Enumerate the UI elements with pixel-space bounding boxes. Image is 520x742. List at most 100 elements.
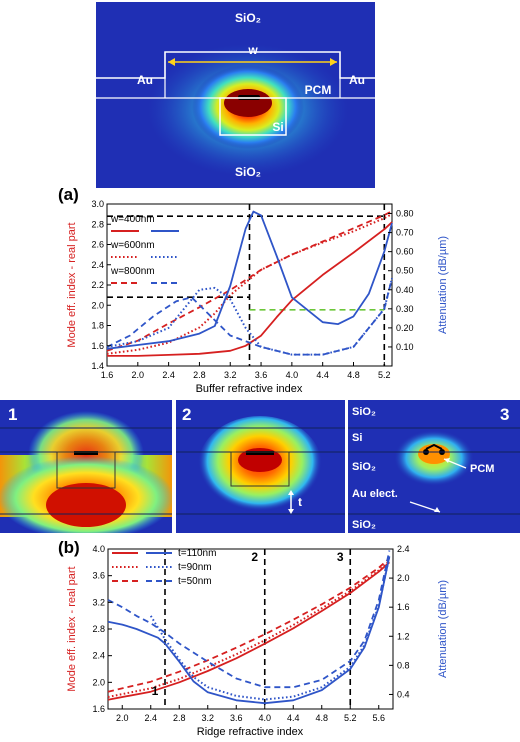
y-right-tick-label: 0.30 <box>396 304 414 314</box>
y-right-tick-label: 2.0 <box>397 573 410 583</box>
y-left-tick-label: 1.6 <box>92 704 105 714</box>
w-label: w <box>247 43 258 57</box>
field-3-pcm-label: PCM <box>470 463 494 475</box>
chart-a-ylabel-left: Mode eff. index - real part <box>66 222 78 347</box>
sio2-top-label: SiO₂ <box>235 11 261 25</box>
legend-label: t=110nm <box>178 548 216 559</box>
eff-index-solid-series <box>107 221 393 357</box>
y-right-tick-label: 0.20 <box>396 323 414 333</box>
y-right-tick-label: 0.50 <box>396 266 414 276</box>
chart-a-panel-label: (a) <box>58 185 79 204</box>
x-tick-label: 3.6 <box>230 713 243 723</box>
attenuation-dotted-series <box>106 278 393 356</box>
y-right-tick-label: 0.8 <box>397 660 410 670</box>
legend-label: t=50nm <box>178 576 212 587</box>
marker-label: 2 <box>251 550 258 564</box>
y-right-tick-label: 1.2 <box>397 631 410 641</box>
marker-label: 1 <box>152 684 159 698</box>
x-tick-label: 5.6 <box>372 713 385 723</box>
legend-label: w=400nm <box>110 214 155 225</box>
pcm-label: PCM <box>305 83 332 97</box>
x-tick-label: 1.6 <box>101 370 114 380</box>
x-tick-label: 3.2 <box>224 370 237 380</box>
y-right-tick-label: 0.40 <box>396 285 414 295</box>
y-right-tick-label: 0.70 <box>396 228 414 238</box>
attenuation-dashed-series <box>107 550 391 689</box>
y-right-tick-label: 0.60 <box>396 247 414 257</box>
x-tick-label: 2.0 <box>116 713 129 723</box>
chart-b-ylabel-left: Mode eff. index - real part <box>66 566 78 691</box>
y-left-tick-label: 3.2 <box>92 597 105 607</box>
x-tick-label: 2.0 <box>132 370 145 380</box>
cross-section-panel: SiO₂ w Au Au PCM Si SiO₂ <box>96 2 375 188</box>
x-tick-label: 2.8 <box>173 713 186 723</box>
chart-b: (b) 1 2 3 2.0 2.4 2.8 3.2 3.6 4.0 4.4 4.8 5.2 5.6 1… <box>58 538 449 738</box>
field-3-number: 3 <box>500 405 509 424</box>
y-right-tick-label: 1.6 <box>397 602 410 612</box>
y-right-tick-label: 0.80 <box>396 209 414 219</box>
legend-label: w=600nm <box>110 240 155 251</box>
attenuation-dotted-series <box>149 556 391 701</box>
x-tick-label: 2.4 <box>144 713 157 723</box>
chart-a-xlabel: Buffer refractive index <box>196 383 303 395</box>
field-3-sio2-bottom: SiO₂ <box>352 519 376 531</box>
y-left-tick-label: 2.4 <box>92 651 105 661</box>
y-left-tick-label: 2.4 <box>91 260 104 270</box>
field-3-sio2-mid: SiO₂ <box>352 461 376 473</box>
y-left-tick-label: 2.8 <box>91 219 104 229</box>
attenuation-solid-series <box>107 556 391 705</box>
si-ridge-outline <box>219 97 287 136</box>
au-left-label: Au <box>137 73 153 87</box>
x-tick-label: 4.8 <box>315 713 328 723</box>
field-3-si-label: Si <box>352 432 362 444</box>
field-3-sio2-top: SiO₂ <box>352 406 376 418</box>
field-panel-3: SiO₂ 3 Si SiO₂ PCM Au elect. SiO₂ <box>348 400 520 533</box>
y-left-tick-label: 2.0 <box>91 300 104 310</box>
y-left-tick-label: 3.0 <box>91 199 104 209</box>
au-right-label: Au <box>349 73 365 87</box>
x-tick-label: 3.6 <box>255 370 268 380</box>
y-left-tick-label: 2.2 <box>91 280 104 290</box>
eff-index-dashed-series <box>106 210 393 352</box>
x-tick-label: 4.0 <box>286 370 299 380</box>
chart-b-ylabel-right: Attenuation (dB/µm) <box>437 580 449 678</box>
au-electrode-outline <box>96 51 375 79</box>
field-2-number: 2 <box>182 405 191 424</box>
chart-b-xlabel: Ridge refractive index <box>197 726 304 738</box>
x-tick-label: 4.8 <box>347 370 360 380</box>
field-panel-1: 1 <box>0 400 172 533</box>
chart-a-ylabel-right: Attenuation (dB/µm) <box>437 236 449 334</box>
y-right-tick-label: 0.4 <box>397 689 410 699</box>
y-right-tick-label: 2.4 <box>397 544 410 554</box>
x-tick-label: 5.2 <box>344 713 357 723</box>
chart-b-panel-label: (b) <box>58 538 80 557</box>
y-left-tick-label: 1.4 <box>91 361 104 371</box>
eff-index-dashed-series <box>107 557 390 693</box>
field-1-number: 1 <box>8 405 17 424</box>
y-left-tick-label: 2.8 <box>92 624 105 634</box>
x-tick-label: 4.0 <box>258 713 271 723</box>
y-right-tick-label: 0.10 <box>396 342 414 352</box>
x-tick-label: 5.2 <box>378 370 391 380</box>
y-left-tick-label: 3.6 <box>92 571 105 581</box>
attenuation-dashed-series <box>106 278 393 356</box>
y-left-tick-label: 2.6 <box>91 240 104 250</box>
sio2-bottom-label: SiO₂ <box>235 165 261 179</box>
t-label: t <box>298 495 302 509</box>
attenuation-solid-series <box>106 210 393 350</box>
eff-index-solid-series <box>107 561 390 701</box>
x-tick-label: 4.4 <box>316 370 329 380</box>
y-left-tick-label: 1.8 <box>91 321 104 331</box>
field-panel-2: 2 t <box>176 400 345 533</box>
y-left-tick-label: 1.6 <box>91 341 104 351</box>
eff-index-dotted-series <box>106 213 393 355</box>
x-tick-label: 4.4 <box>287 713 300 723</box>
legend-label: w=800nm <box>110 266 155 277</box>
field-3-au-label: Au elect. <box>352 488 398 500</box>
y-left-tick-label: 2.0 <box>92 677 105 687</box>
legend-label: t=90nm <box>178 562 212 573</box>
si-label: Si <box>272 120 283 134</box>
chart-a: (a) 1.6 2.0 2.4 2.8 3.2 3.6 4.0 4.4 4.8 5.2 1.41.… <box>58 185 449 395</box>
x-tick-label: 3.2 <box>201 713 214 723</box>
